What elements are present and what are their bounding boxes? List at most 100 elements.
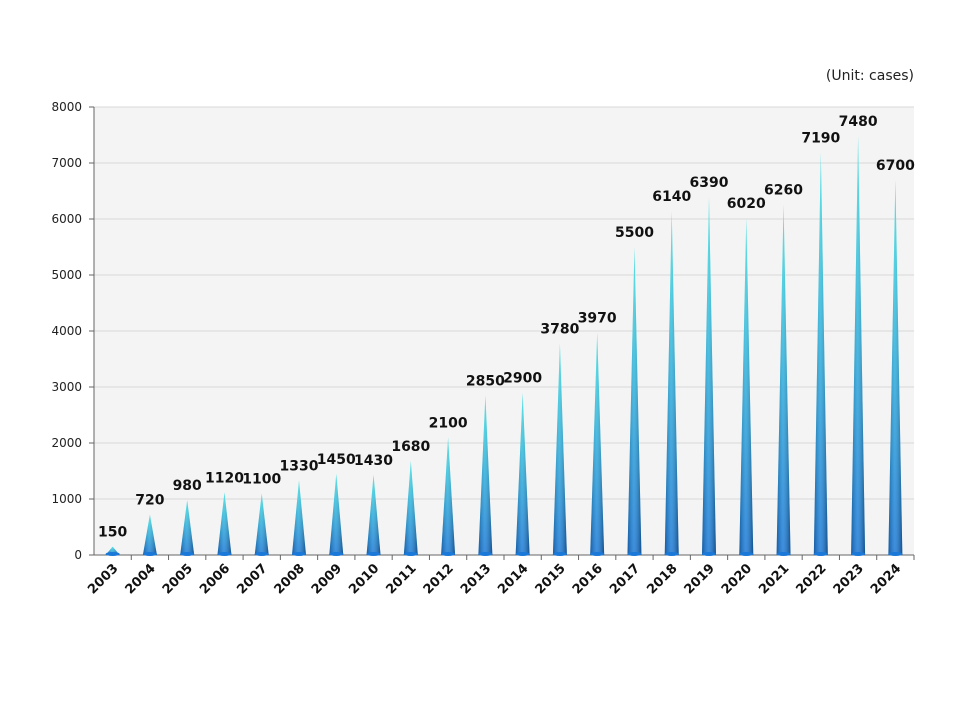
bar-cone-shade [813,152,828,556]
data-label: 980 [173,478,202,494]
data-label: 6390 [690,175,729,191]
bar-base [403,552,418,556]
bar-cone-shade [217,492,232,555]
data-label: 1680 [391,439,430,455]
bar-base [217,552,232,556]
bar-base [552,552,567,556]
x-tick-label: 2014 [495,561,531,597]
x-tick-label: 2012 [421,561,457,597]
data-label: 6140 [652,189,691,205]
bar-cone-shade [403,460,418,555]
bar-cone-shade [851,136,866,555]
bar-base [627,552,642,556]
y-tick-label: 0 [74,548,82,562]
bar-2007 [254,493,269,556]
x-tick-label: 2009 [309,561,345,597]
bar-2023 [851,136,866,556]
data-label: 1330 [280,459,319,475]
x-tick-label: 2016 [570,561,606,597]
bar-2017 [627,247,642,556]
x-tick-label: 2004 [123,561,159,597]
data-label: 3970 [578,311,617,327]
bar-2019 [702,197,716,556]
y-tick-label: 3000 [51,380,82,394]
bar-2008 [292,480,306,556]
bar-base [851,552,866,556]
x-tick-label: 2015 [533,561,569,597]
x-tick-label: 2010 [346,561,382,597]
bar-base [776,552,791,556]
x-tick-label: 2006 [197,561,233,597]
y-tick-label: 1000 [51,492,82,506]
y-tick-label: 6000 [51,212,82,226]
bar-cone-shade [515,392,530,555]
bar-cone-shade [702,197,716,555]
x-tick-label: 2008 [272,561,308,597]
data-label: 2100 [429,415,468,431]
x-tick-label: 2005 [160,561,196,597]
x-tick-label: 2003 [85,561,121,597]
x-tick-label: 2013 [458,561,494,597]
bar-2011 [403,460,418,556]
bar-cone-shade [254,493,269,555]
data-label: 150 [98,525,127,541]
y-tick-label: 4000 [51,324,82,338]
bar-base [142,552,157,556]
bar-cone-shade [329,473,344,555]
bar-cone-shade [180,500,195,555]
bar-cone-shade [441,437,456,555]
bar-base [515,552,530,556]
bar-2024 [888,179,903,556]
y-tick-label: 7000 [51,156,82,170]
bar-base [664,552,679,556]
data-label: 1450 [317,452,356,468]
x-tick-label: 2007 [234,561,270,597]
bar-base [478,552,493,556]
bar-2018 [664,211,679,556]
bar-base [329,552,344,556]
x-tick-label: 2021 [756,561,792,597]
x-tick-label: 2024 [868,561,904,597]
data-label: 2900 [503,371,542,387]
bar-cone-shade [888,179,903,556]
data-label: 5500 [615,225,654,241]
bar-2020 [739,217,754,556]
bar-base [180,552,195,556]
x-tick-label: 2019 [682,561,718,597]
y-tick-label: 5000 [51,268,82,282]
data-label: 7190 [801,130,840,146]
bar-2014 [515,392,530,556]
y-tick-label: 2000 [51,436,82,450]
bar-base [813,552,828,556]
bar-cone-shade [292,480,306,555]
bar-base [254,552,269,556]
x-tick-label: 2018 [644,561,680,597]
bar-base [739,552,754,556]
bar-2006 [217,492,232,556]
bar-base [292,552,306,556]
data-label: 6700 [876,158,915,174]
bar-2016 [590,332,605,556]
x-tick-label: 2011 [383,561,419,597]
data-label: 6260 [764,182,803,198]
bar-2022 [813,152,828,556]
bar-2015 [552,343,567,556]
x-tick-label: 2023 [831,561,867,597]
data-label: 720 [135,493,164,509]
x-tick-label: 2022 [793,561,829,597]
bar-base [590,552,605,556]
bar-base [366,552,381,556]
bar-base [702,552,716,556]
data-label: 6020 [727,196,766,212]
x-tick-label: 2017 [607,561,643,597]
bar-base [105,552,120,556]
data-label: 2850 [466,373,505,389]
bar-2013 [478,395,493,556]
data-label: 1430 [354,453,393,469]
bar-cone-shade [664,211,679,555]
bar-2021 [776,204,791,556]
bar-cone-shade [366,474,381,555]
bar-2012 [441,437,456,556]
bar-cone-shade [627,247,642,555]
data-label: 1100 [242,471,281,487]
